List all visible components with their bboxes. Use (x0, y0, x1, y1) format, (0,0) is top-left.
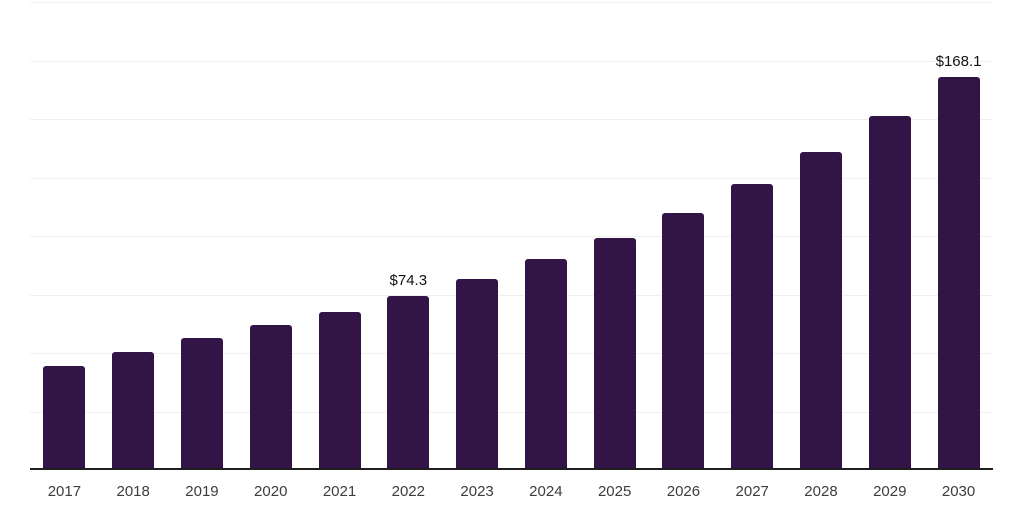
bar-2030 (937, 76, 980, 470)
x-tick-label: 2028 (804, 483, 838, 500)
bar-2019 (180, 338, 223, 470)
gridline (30, 294, 993, 296)
x-tick-label: 2030 (941, 483, 976, 500)
bar-slot (443, 2, 512, 470)
bar-slot (718, 2, 787, 470)
bars-container: $74.3 $168.1 (30, 2, 993, 470)
x-tick-label: 2027 (735, 483, 769, 500)
x-tick-label: 2024 (529, 483, 563, 500)
x-tick-label: 2019 (185, 483, 219, 500)
bar-2025 (593, 237, 636, 470)
gridline (30, 177, 993, 179)
bar-slot (99, 2, 168, 470)
gridline (30, 411, 993, 413)
x-tick-label: 2018 (116, 483, 150, 500)
bar-slot (305, 2, 374, 470)
bar-slot (649, 2, 718, 470)
bar-2027 (731, 183, 774, 470)
bar-2022 (387, 296, 430, 470)
bar-2023 (456, 278, 499, 470)
bar-2017 (43, 366, 86, 470)
x-axis-labels: 2017 2018 2019 2020 2021 2022 2023 2024 2025 2026… (30, 482, 993, 501)
bar-slot: $168.1 (924, 2, 993, 470)
x-tick-label: 2017 (47, 483, 82, 500)
bar-2021 (318, 312, 361, 470)
x-tick-label: 2023 (460, 483, 494, 500)
x-tick-label: 2022 (391, 483, 425, 500)
bar-2026 (662, 212, 705, 470)
bar-slot (511, 2, 580, 470)
x-tick-label: 2025 (597, 483, 632, 500)
gridline (30, 119, 993, 120)
x-tick-label: 2020 (254, 483, 288, 500)
bar-2020 (249, 325, 292, 470)
bar-2024 (524, 259, 567, 470)
bar-slot (580, 2, 649, 470)
bar-2028 (799, 151, 842, 470)
bar-value-label: $168.1 (935, 52, 982, 70)
x-tick-label: 2029 (873, 483, 907, 500)
bar-slot (236, 2, 305, 470)
x-tick-label: 2021 (322, 483, 357, 500)
gridline (30, 236, 993, 237)
plot-area: $74.3 $168.1 (30, 2, 993, 470)
gridline (30, 60, 993, 62)
bar-slot (787, 2, 856, 470)
bar-slot (855, 2, 924, 470)
bar-slot: $74.3 (374, 2, 443, 470)
x-tick-label: 2026 (666, 483, 701, 500)
bar-2018 (112, 352, 155, 470)
bar-slot (30, 2, 99, 470)
bar-slot (168, 2, 237, 470)
gridline (30, 2, 993, 3)
x-axis-line (30, 468, 993, 470)
gridline (30, 353, 993, 354)
bar-2029 (868, 115, 911, 470)
bar-value-label: $74.3 (389, 272, 428, 290)
